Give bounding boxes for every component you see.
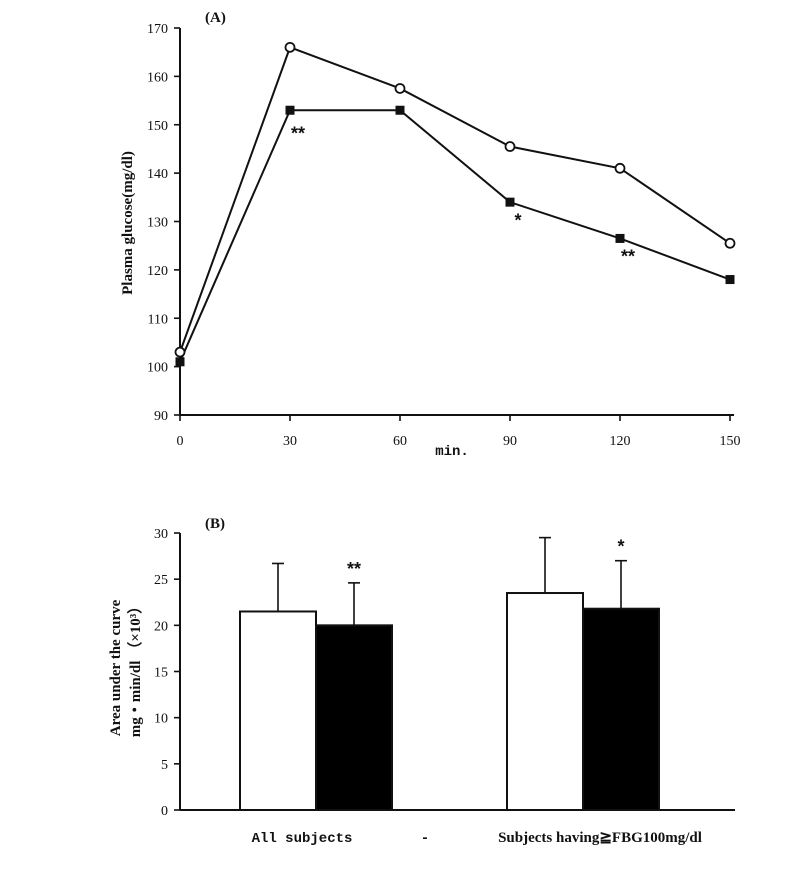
panel-b-bar xyxy=(582,607,660,811)
panel-b-y-axis-label-1: Area under the curve xyxy=(108,599,124,736)
panel-a-open-circle-point xyxy=(724,237,736,249)
panel-a-y-axis-label: Plasma glucose(mg/dl) xyxy=(120,151,136,295)
panel-a-y-tick-label: 170 xyxy=(147,22,168,37)
panel-a-open-circle-point xyxy=(504,141,516,152)
panel-b-label: (B) xyxy=(205,516,225,532)
panel-b-y-tick-label: 0 xyxy=(161,804,168,819)
panel-a-y-tick-label: 150 xyxy=(147,119,168,134)
panel-a-label: (A) xyxy=(205,10,226,26)
panel-a-significance-marker: ** xyxy=(291,123,305,143)
panel-a-x-tick-label: 60 xyxy=(393,434,407,449)
panel-a-x-tick-label: 120 xyxy=(610,434,631,449)
panel-b-y-tick-label: 25 xyxy=(154,573,168,588)
panel-a-open-circle-point xyxy=(394,83,406,94)
panel-a-significance-marker: ** xyxy=(621,247,635,267)
panel-a-x-tick-label: 150 xyxy=(720,434,741,449)
panel-a-filled-square-point xyxy=(505,197,515,207)
panel-a-y-tick-label: 110 xyxy=(148,312,168,327)
panel-a-x-tick-label: 90 xyxy=(503,434,517,449)
panel-a-open-circle-point xyxy=(284,41,296,53)
panel-b-category-separator: - xyxy=(421,831,429,847)
panel-b-bar xyxy=(506,592,584,811)
panel-b-bar xyxy=(239,610,317,811)
panel-a-y-tick-label: 90 xyxy=(154,409,168,424)
panel-b-category-label-1: All subjects xyxy=(252,831,353,847)
panel-a-filled-square-point xyxy=(395,105,405,115)
panel-a-y-tick-label: 140 xyxy=(147,167,168,182)
panel-a-open-circle-point xyxy=(174,346,186,358)
panel-b-bar xyxy=(315,624,393,811)
panel-a-x-axis-label: min. xyxy=(435,444,469,460)
panel-a-y-tick-label: 130 xyxy=(147,216,168,231)
panel-b-significance-marker: ** xyxy=(347,559,361,579)
panel-b-category-label-2: Subjects having≧FBG100mg/dl xyxy=(498,830,702,846)
panel-b-y-tick-label: 15 xyxy=(154,666,168,681)
panel-a-x-tick-label: 30 xyxy=(283,434,297,449)
panel-a-significance-marker: * xyxy=(514,210,521,230)
panel-b-y-tick-label: 20 xyxy=(154,619,168,634)
panel-b-significance-marker: * xyxy=(617,537,624,557)
panel-a-filled-square-point xyxy=(175,357,185,367)
panel-a-filled-square-point xyxy=(615,233,625,243)
panel-a-series-line-2 xyxy=(179,109,731,363)
panel-b-y-tick-label: 30 xyxy=(154,527,168,542)
panel-a-series-line-1 xyxy=(179,46,731,353)
panel-a-y-tick-label: 100 xyxy=(147,361,168,376)
panel-b-y-tick-label: 5 xyxy=(161,758,168,773)
panel-b-y-axis-label-2: mg・min/dl （×10³） xyxy=(126,599,144,737)
panel-a-filled-square-point xyxy=(285,105,295,115)
panel-a-y-tick-label: 160 xyxy=(147,70,168,85)
panel-a-y-tick-label: 120 xyxy=(147,264,168,279)
panel-a-x-tick-label: 0 xyxy=(177,434,184,449)
panel-a-open-circle-point xyxy=(614,162,626,174)
panel-a-filled-square-point xyxy=(725,275,735,285)
panel-b-y-tick-label: 10 xyxy=(154,712,168,727)
